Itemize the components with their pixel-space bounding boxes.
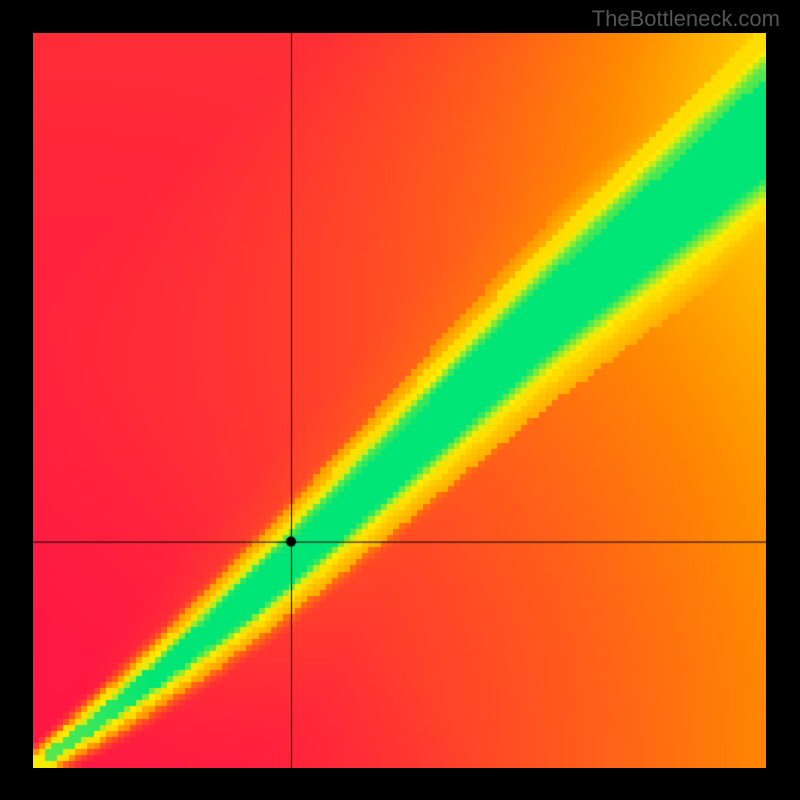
crosshair-overlay	[33, 33, 766, 768]
watermark-text: TheBottleneck.com	[592, 6, 780, 32]
chart-frame	[0, 0, 800, 800]
heatmap-area	[33, 33, 766, 768]
